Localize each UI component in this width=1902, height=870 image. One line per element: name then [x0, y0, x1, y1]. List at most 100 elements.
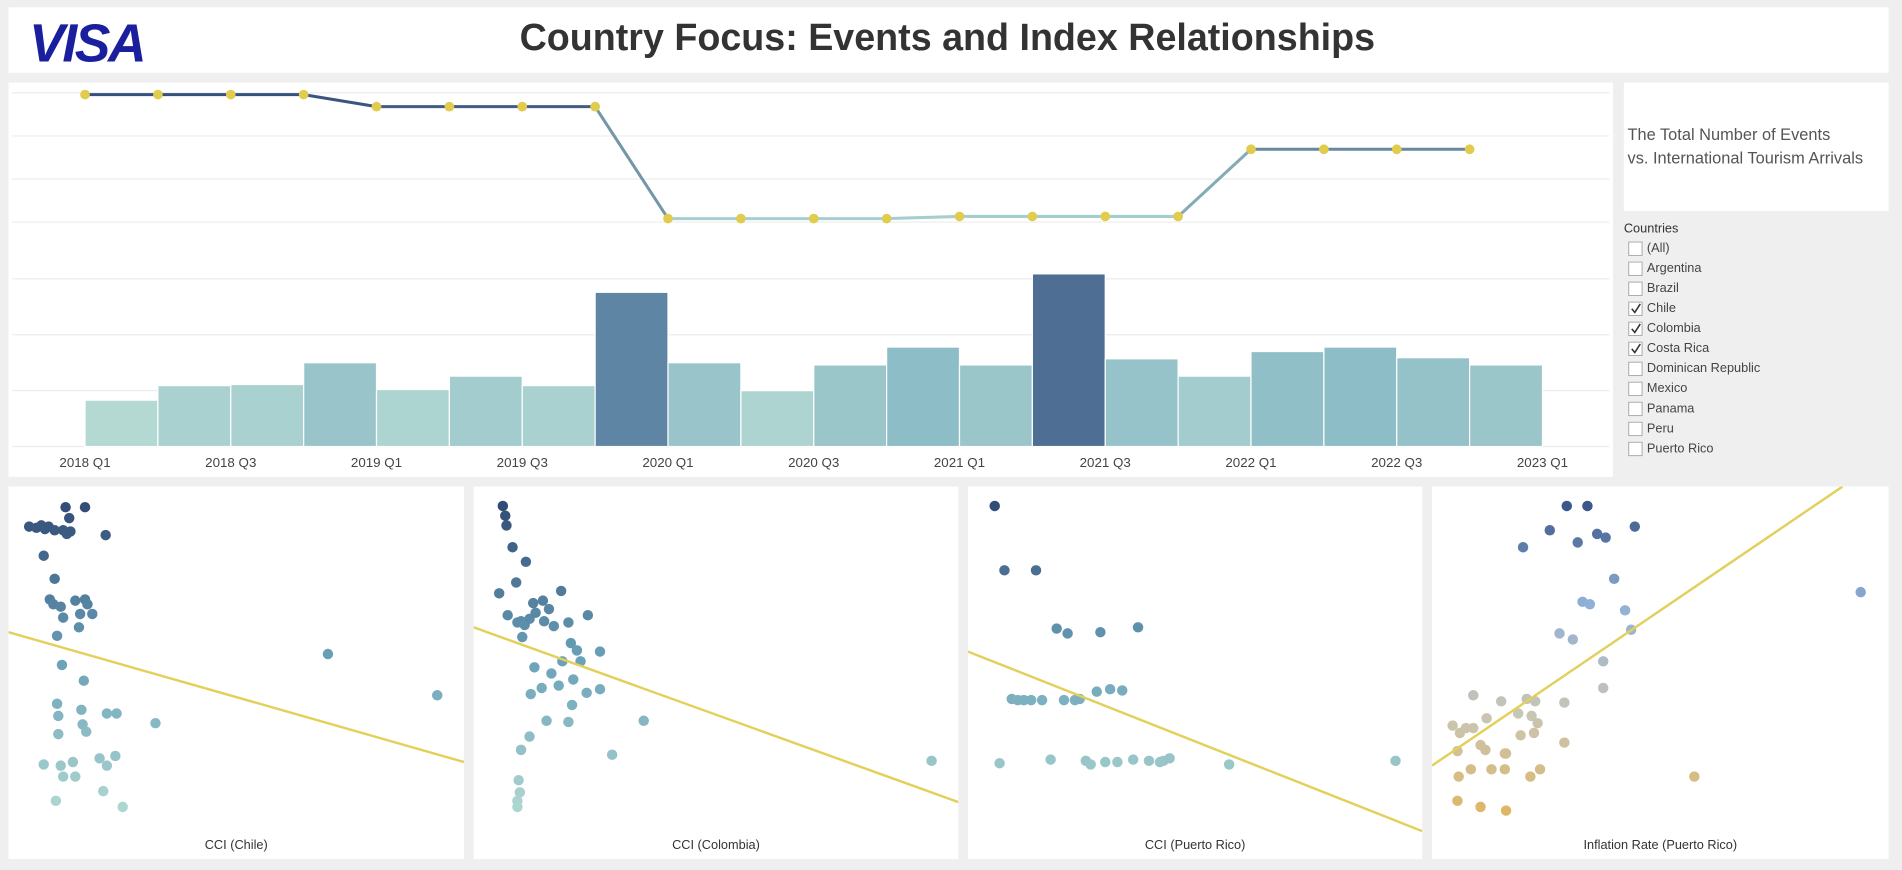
trend-line [8, 631, 464, 764]
scatter-point [74, 608, 86, 620]
filter-label[interactable]: Colombia [1647, 320, 1702, 335]
scatter-point [101, 760, 113, 771]
checkbox[interactable] [1628, 381, 1643, 397]
line-marker [881, 213, 892, 224]
bar [1104, 358, 1179, 448]
scatter-point [117, 801, 128, 813]
bar [521, 385, 596, 448]
scatter-point [64, 512, 75, 524]
scatter-point [926, 755, 937, 767]
scatter-point [525, 688, 536, 700]
filter-option[interactable]: Colombia [1628, 320, 1702, 336]
trend-line [968, 650, 1423, 833]
checkmark [1631, 323, 1641, 334]
filter-option[interactable]: (All) [1628, 240, 1670, 256]
scatter-point [56, 659, 68, 671]
dashboard-title: Country Focus: Events and Index Relation… [520, 16, 1375, 58]
scatter-point [322, 648, 334, 660]
scatter-point [1045, 754, 1056, 765]
scatter-point [500, 510, 511, 521]
line-marker [444, 101, 455, 112]
scatter-point [1499, 764, 1511, 775]
scatter-point [1500, 805, 1512, 816]
scatter-point [514, 787, 526, 798]
filter-option[interactable]: Dominican Republic [1628, 360, 1761, 377]
filter-option[interactable]: Mexico [1628, 380, 1688, 397]
scatter-point [510, 577, 522, 588]
bar [594, 291, 669, 448]
checkbox[interactable] [1628, 241, 1643, 256]
x-tick-label: 2021 Q3 [1080, 455, 1131, 470]
filter-label[interactable]: Argentina [1647, 260, 1702, 275]
bar [1323, 346, 1398, 448]
scatter-point [1559, 697, 1570, 708]
filter-label[interactable]: Dominican Republic [1647, 360, 1761, 375]
scatter-point [53, 728, 64, 740]
line-marker [590, 101, 600, 112]
scatter-point [594, 683, 606, 695]
scatter-point [1521, 693, 1532, 705]
bar [84, 399, 159, 448]
filter-option[interactable]: Puerto Rico [1628, 440, 1714, 457]
scatter-point [87, 608, 98, 620]
filter-label[interactable]: Mexico [1647, 380, 1687, 395]
scatter-point [520, 556, 532, 568]
scatter-point [82, 599, 93, 610]
bar [1177, 375, 1252, 448]
scatter-point [1112, 756, 1123, 768]
description-panel [1623, 82, 1889, 212]
scatter-point [497, 500, 509, 512]
scatter-point [1597, 656, 1609, 667]
filter-label[interactable]: Brazil [1647, 280, 1679, 295]
scatter-point [1561, 500, 1573, 512]
filter-label[interactable]: Chile [1647, 300, 1676, 315]
line-marker [517, 101, 528, 112]
scatter-point [582, 609, 594, 621]
scatter-point [1532, 717, 1543, 729]
scatter-point [1567, 634, 1579, 645]
filter-option[interactable]: Panama [1628, 400, 1696, 417]
scatter-point [1486, 764, 1497, 775]
filter-option[interactable]: Peru [1628, 420, 1674, 437]
trend-line [1431, 486, 1844, 767]
checkmark [1631, 343, 1641, 354]
checkbox[interactable] [1628, 421, 1643, 437]
filter-label[interactable]: Costa Rica [1647, 340, 1710, 355]
checkbox[interactable] [1628, 261, 1643, 276]
checkbox[interactable] [1628, 401, 1643, 417]
scatter-point [55, 601, 66, 612]
scatter-point [101, 708, 113, 719]
scatter-chart [1431, 486, 1866, 816]
checkbox[interactable] [1628, 281, 1643, 296]
line-segment [1177, 148, 1253, 218]
scatter-point [999, 565, 1010, 576]
scatter-point [110, 750, 121, 762]
bar [157, 385, 232, 448]
checkbox[interactable] [1628, 361, 1643, 377]
trend-line [473, 626, 959, 804]
description-line: The Total Number of Events [1628, 126, 1831, 144]
scatter-point [1030, 565, 1042, 576]
scatter-point [57, 612, 69, 623]
scatter-point [581, 687, 592, 699]
checkbox[interactable] [1628, 441, 1643, 457]
scatter-point [546, 668, 557, 679]
bar [740, 390, 815, 448]
bar [886, 346, 961, 448]
filter-label[interactable]: Peru [1647, 420, 1674, 435]
filter-label[interactable]: Panama [1647, 400, 1695, 415]
filter-option[interactable]: Brazil [1628, 280, 1679, 296]
scatter-point [501, 520, 512, 531]
line-marker [1173, 211, 1183, 222]
filter-label[interactable]: Puerto Rico [1647, 440, 1714, 455]
filter-option[interactable]: Chile [1628, 300, 1676, 316]
line-marker [225, 89, 236, 100]
scatter-point [553, 680, 564, 691]
line-marker [1027, 211, 1038, 222]
scatter-point [38, 759, 49, 770]
filter-label[interactable]: (All) [1647, 240, 1670, 255]
scatter-point [78, 675, 90, 686]
filter-option[interactable]: Argentina [1628, 260, 1703, 276]
filter-option[interactable]: Costa Rica [1628, 340, 1710, 357]
scatter-point [1689, 771, 1700, 782]
